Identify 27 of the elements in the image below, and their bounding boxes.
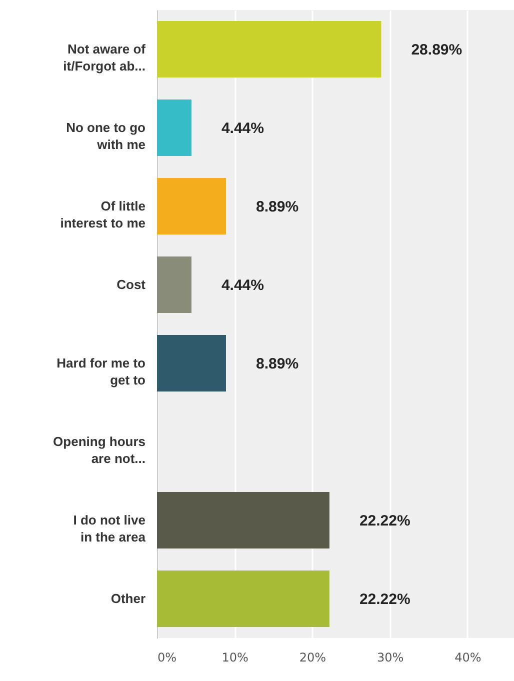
- x-tick-label: 0%: [158, 650, 177, 664]
- data-label: 8.89%: [256, 355, 299, 372]
- y-tick-label: Not aware of it/Forgot ab...: [63, 41, 146, 74]
- y-tick-label: Hard for me to get to: [56, 355, 146, 388]
- y-tick-label: I do not live in the area: [73, 512, 146, 544]
- data-label: 8.89%: [256, 198, 299, 216]
- data-label: 4.44%: [221, 120, 264, 137]
- y-tick-label: Cost: [116, 276, 146, 292]
- bar: [157, 178, 226, 235]
- data-label: 4.44%: [221, 276, 264, 294]
- y-tick-label: Of little interest to me: [60, 198, 146, 230]
- data-label: 28.89%: [411, 41, 462, 58]
- bar: [157, 492, 330, 549]
- bar: [157, 256, 192, 314]
- bar: [157, 99, 192, 156]
- data-label: 22.22%: [359, 512, 410, 530]
- bar: [157, 334, 226, 392]
- bar: [157, 20, 382, 78]
- y-tick-label: Opening hours are not...: [53, 434, 146, 466]
- data-label: 22.22%: [359, 590, 410, 608]
- y-tick-label: Other: [110, 590, 146, 606]
- bar: [157, 570, 330, 628]
- x-tick-label: 30%: [376, 650, 404, 664]
- y-tick-label: No one to go with me: [66, 120, 146, 152]
- x-tick-label: 10%: [222, 650, 248, 664]
- x-tick-label: 40%: [454, 650, 482, 664]
- x-tick-label: 20%: [299, 650, 326, 664]
